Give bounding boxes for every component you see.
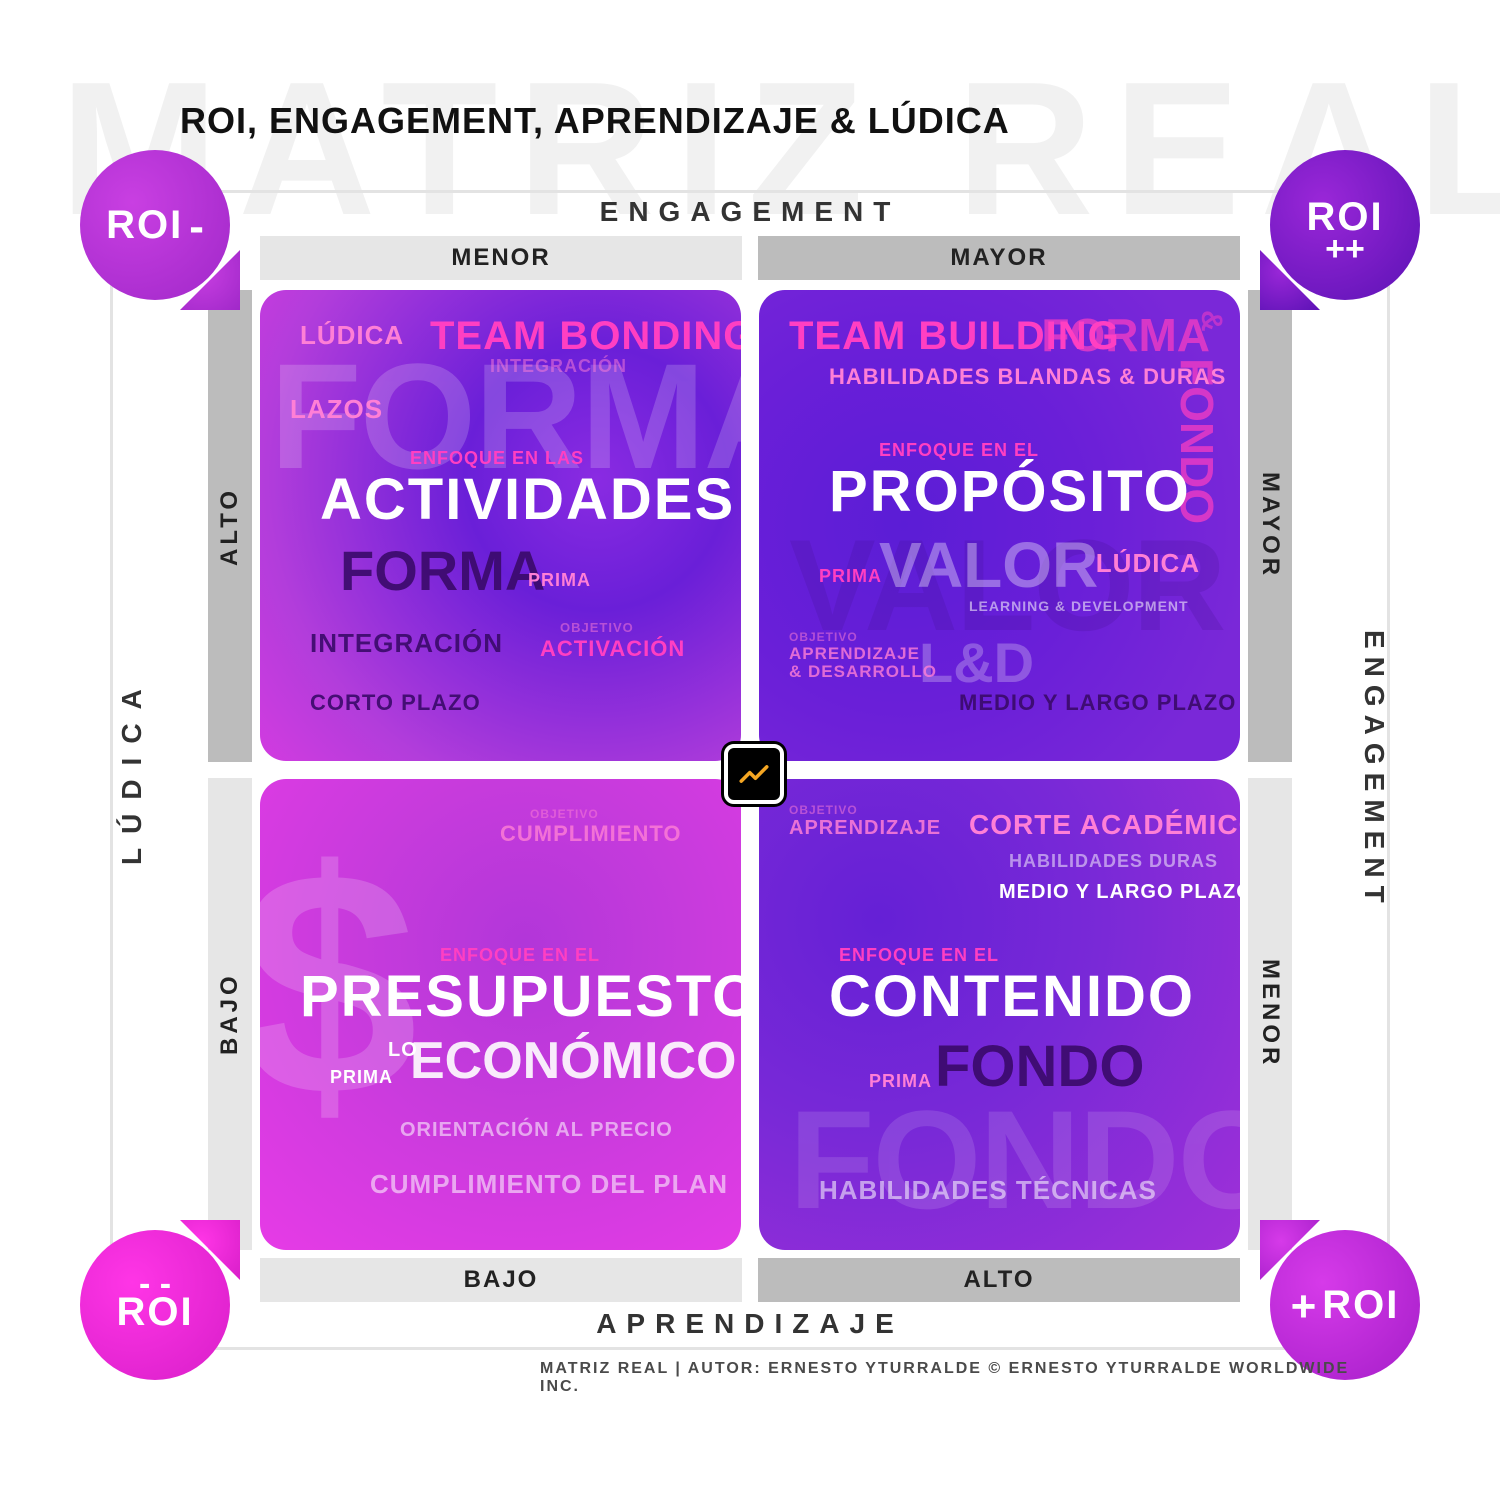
prima-small-bl: PRIMA	[330, 1067, 393, 1088]
prima-big-forma: FORMA	[340, 538, 545, 603]
tag-team-bonding: TEAM BONDING	[430, 314, 741, 359]
roi-sign-bl: - -	[139, 1279, 171, 1289]
credit-line: MATRIZ REAL | AUTOR: ERNESTO YTURRALDE ©…	[540, 1360, 1390, 1396]
roi-sign-tr: ++	[1325, 244, 1365, 254]
tag-ludica: LÚDICA	[300, 320, 404, 351]
axis-top-left-bar: MENOR	[260, 236, 742, 280]
axis-top-right-bar: MAYOR	[758, 236, 1240, 280]
tag-cumplimiento: CUMPLIMIENTO	[500, 821, 681, 847]
main-contenido: CONTENIDO	[829, 963, 1195, 1030]
prima-big-fondo: FONDO	[935, 1033, 1144, 1100]
tag-obj-apr: APRENDIZAJE	[789, 644, 920, 664]
prima-big-econ: ECONÓMICO	[410, 1031, 736, 1091]
axis-left-title: LÚDICA	[116, 560, 156, 980]
roi-sign-br: +	[1291, 1300, 1317, 1313]
prima-small-tl: PRIMA	[528, 570, 591, 591]
page-title: ROI, ENGAGEMENT, APRENDIZAJE & LÚDICA	[180, 100, 1010, 142]
prima-big-valor: VALOR	[879, 528, 1098, 602]
axis-top-title: ENGAGEMENT	[260, 196, 1240, 232]
tag-obj-label-tr: OBJETIVO	[789, 630, 858, 644]
axis-bottom-title: APRENDIZAJE	[260, 1308, 1240, 1344]
tag-obj-label-bl: OBJETIVO	[530, 807, 599, 821]
axis-right-title: ENGAGEMENT	[1350, 560, 1390, 980]
axis-bottom-left-bar: BAJO	[260, 1258, 742, 1302]
ghost-fondo: FONDO	[789, 1079, 1240, 1241]
roi-label: ROI	[1322, 1283, 1399, 1328]
quadrant-actividades: FORMA LÚDICA TEAM BONDING INTEGRACIÓN LA…	[260, 290, 741, 761]
main-presupuesto: PRESUPUESTO	[300, 963, 741, 1030]
tag-hab-duras: HABILIDADES DURAS	[1009, 851, 1218, 872]
tag-corte: CORTE ACADÉMICO	[969, 809, 1240, 841]
quadrant-contenido: FONDO OBJETIVO APRENDIZAJE CORTE ACADÉMI…	[759, 779, 1240, 1250]
center-logo-icon	[724, 744, 784, 804]
axis-left-top-bar: ALTO	[208, 290, 252, 762]
tag-aprendizaje: APRENDIZAJE	[789, 817, 941, 840]
tag-lazos: LAZOS	[290, 394, 383, 425]
tag-corto-plazo: CORTO PLAZO	[310, 690, 481, 716]
tag-obj-label-tl: OBJETIVO	[560, 620, 634, 635]
matrix-canvas: MATRIZ REAL ROI, ENGAGEMENT, APRENDIZAJE…	[0, 0, 1500, 1500]
tag-ludica-tr: LÚDICA	[1096, 548, 1200, 579]
quadrant-proposito: VALOR FORMA & FONDO TEAM BUILDING HABILI…	[759, 290, 1240, 761]
roi-label: ROI	[106, 203, 183, 248]
roi-badge-bottom-left: - - ROI	[80, 1230, 230, 1380]
axis-left-bottom-bar: BAJO	[208, 778, 252, 1250]
tag-plazo-br: MEDIO Y LARGO PLAZO	[999, 881, 1240, 904]
quadrant-presupuesto: $ OBJETIVO CUMPLIMIENTO ENFOQUE EN EL PR…	[260, 779, 741, 1250]
tag-integracion: INTEGRACIÓN	[310, 628, 503, 659]
main-actividades: ACTIVIDADES	[320, 466, 735, 533]
roi-label: ROI	[116, 1290, 193, 1335]
tag-hab-tec: HABILIDADES TÉCNICAS	[819, 1175, 1157, 1206]
roi-sign-tl: -	[189, 220, 204, 233]
tag-obj-label-br: OBJETIVO	[789, 803, 858, 817]
tag-plan: CUMPLIMIENTO DEL PLAN	[370, 1169, 728, 1200]
prima-small-tr: PRIMA	[819, 566, 882, 587]
roi-badge-top-left: ROI-	[80, 150, 230, 300]
main-proposito: PROPÓSITO	[829, 458, 1191, 525]
tag-obj-des: & DESARROLLO	[789, 662, 937, 682]
side-amp: &	[1194, 310, 1228, 332]
roi-badge-top-right: ROI ++	[1270, 150, 1420, 300]
tag-plazo-tr: MEDIO Y LARGO PLAZO	[959, 690, 1236, 716]
tag-team-building: TEAM BUILDING	[789, 314, 1120, 359]
axis-bottom-right-bar: ALTO	[758, 1258, 1240, 1302]
prima-small-br: PRIMA	[869, 1071, 932, 1092]
tag-precio: ORIENTACIÓN AL PRECIO	[400, 1119, 673, 1142]
tag-habilidades: HABILIDADES BLANDAS & DURAS	[829, 364, 1226, 390]
roi-badge-bottom-right: + ROI	[1270, 1230, 1420, 1380]
axis-right-bottom-bar: MENOR	[1248, 778, 1292, 1250]
tag-activacion: ACTIVACIÓN	[540, 636, 685, 662]
axis-right-top-bar: MAYOR	[1248, 290, 1292, 762]
tag-ld-small: LEARNING & DEVELOPMENT	[969, 598, 1189, 614]
tag-integracion-small: INTEGRACIÓN	[490, 356, 627, 377]
